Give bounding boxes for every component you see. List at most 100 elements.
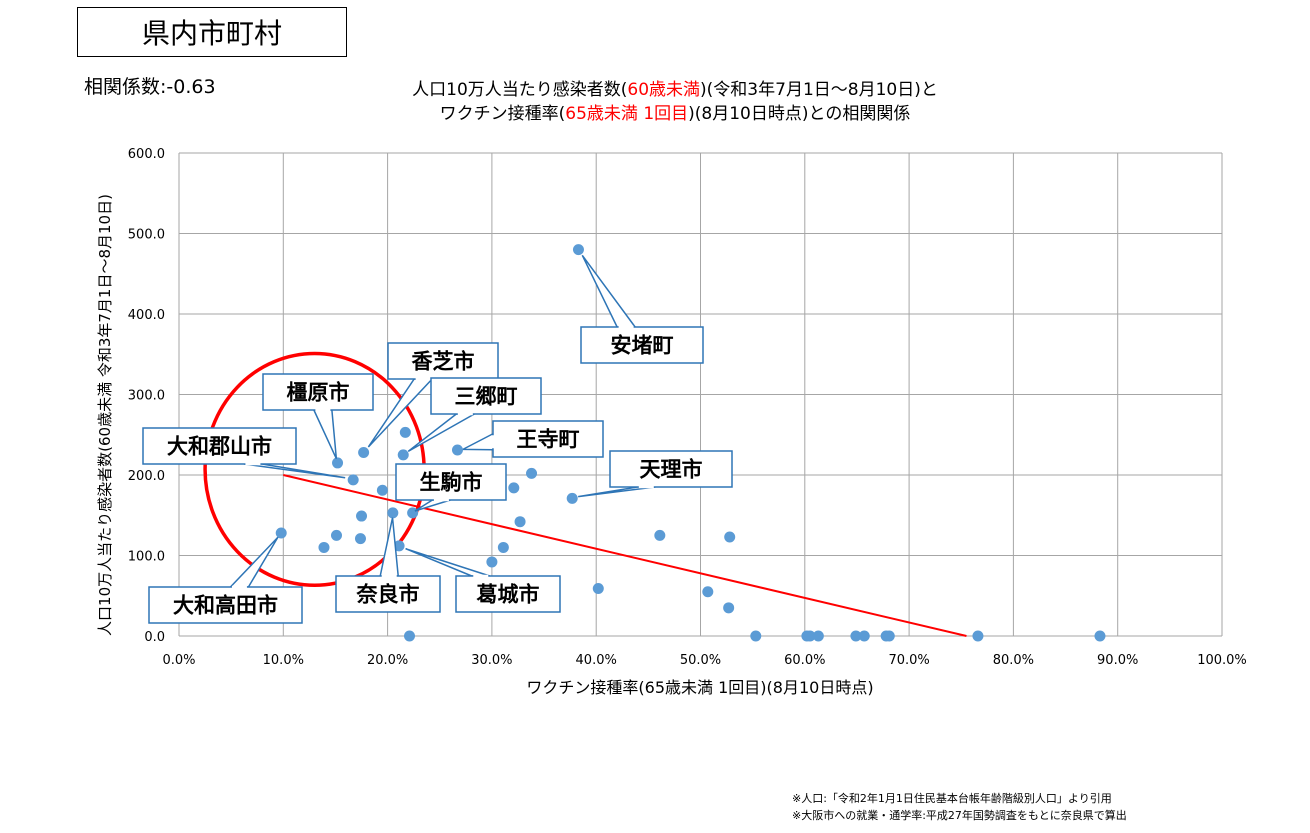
data-point: [566, 492, 578, 504]
x-tick-label: 10.0%: [263, 653, 304, 668]
data-point: [387, 507, 399, 519]
x-tick-label: 0.0%: [162, 653, 195, 668]
y-tick-label: 0.0: [144, 630, 165, 645]
callout-text: 橿原市: [287, 381, 350, 405]
callout-box: [455, 575, 561, 613]
x-tick-label: 70.0%: [888, 653, 929, 668]
trendline-layer: [283, 474, 967, 637]
callout-label: 橿原市: [262, 373, 374, 459]
callout-pointer: [243, 463, 346, 479]
callout-pointer: [578, 486, 656, 498]
x-tick-label: 30.0%: [471, 653, 512, 668]
data-points: [275, 244, 1106, 642]
data-point: [572, 244, 584, 256]
x-tick-label: 90.0%: [1097, 653, 1138, 668]
callout-pointer: [462, 432, 494, 451]
callout-label: 生駒市: [395, 463, 507, 512]
data-point: [883, 630, 895, 642]
data-point: [592, 583, 604, 595]
data-point: [508, 482, 520, 494]
data-point: [486, 556, 498, 568]
callout-text: 大和郡山市: [167, 435, 272, 459]
callout-box: [148, 586, 303, 624]
callout-box: [430, 377, 542, 415]
callout-text: 奈良市: [356, 583, 420, 607]
callout-pointer: [312, 409, 338, 459]
trendline: [283, 474, 967, 637]
y-axis-label: 人口10万人当たり感染者数(60歳未満 令和3年7月1日～8月10日): [96, 194, 114, 636]
callout-pointer: [367, 378, 434, 448]
data-point: [972, 630, 984, 642]
data-point: [1094, 630, 1106, 642]
callout-box: [580, 326, 704, 364]
data-point: [332, 457, 344, 469]
data-point: [358, 446, 370, 458]
page-title-text: 県内市町村: [141, 17, 282, 50]
callout-label: 葛城市: [405, 548, 561, 613]
data-point: [526, 467, 538, 479]
data-point: [397, 449, 409, 461]
title1-post: )(令和3年7月1日～8月10日)と: [700, 80, 938, 100]
y-tick-label: 600.0: [128, 147, 165, 162]
callout-label: 三郷町: [407, 377, 542, 452]
callout-label: 大和高田市: [148, 536, 303, 624]
callout-pointer: [379, 517, 400, 577]
data-point: [404, 630, 416, 642]
x-tick-label: 40.0%: [576, 653, 617, 668]
data-point: [376, 484, 388, 496]
title1-pre: 人口10万人当たり感染者数(: [412, 80, 628, 100]
callout-pointer: [581, 254, 637, 328]
chart-title-line1: 人口10万人当たり感染者数(60歳未満)(令和3年7月1日～8月10日)と: [300, 78, 1050, 102]
data-point: [497, 541, 509, 553]
page-title: 県内市町村: [77, 7, 347, 57]
x-tick-label: 100.0%: [1197, 653, 1247, 668]
x-tick-label: 80.0%: [993, 653, 1034, 668]
data-point: [812, 630, 824, 642]
data-point: [407, 507, 419, 519]
data-point: [330, 529, 342, 541]
title1-red: 60歳未満: [627, 80, 701, 100]
data-point: [858, 630, 870, 642]
data-point: [702, 586, 714, 598]
x-tick-label: 50.0%: [680, 653, 721, 668]
data-point: [275, 527, 287, 539]
x-tick-label: 60.0%: [784, 653, 825, 668]
callout-box: [492, 420, 604, 458]
callout-label: 香芝市: [367, 342, 499, 448]
callout-label: 王寺町: [462, 420, 604, 458]
y-tick-label: 500.0: [128, 228, 165, 243]
callout-text: 三郷町: [455, 385, 518, 409]
callout-text: 香芝市: [412, 350, 475, 374]
chart-title-line2: ワクチン接種率(65歳未満 1回目)(8月10日時点)との相関関係: [300, 102, 1050, 126]
y-tick-label: 100.0: [128, 550, 165, 565]
y-tick-label: 200.0: [128, 469, 165, 484]
title2-post: )(8月10日時点)との相関関係: [688, 104, 911, 124]
data-point: [354, 533, 366, 545]
x-tick-label: 20.0%: [367, 653, 408, 668]
footnote-1: ※人口:「令和2年1月1日住民基本台帳年齢階級別人口」より引用: [792, 792, 1112, 805]
tick-labels: 0.0% 10.0% 20.0% 30.0% 40.0% 50.0% 60.0% 70.0% 8…: [128, 147, 1247, 668]
callout-text: 天理市: [640, 458, 703, 482]
data-point: [804, 630, 816, 642]
title2-pre: ワクチン接種率(: [439, 104, 566, 124]
data-point: [451, 444, 463, 456]
callout-box: [335, 575, 441, 613]
correlation-label: 相関係数:-0.63: [84, 76, 216, 98]
data-point: [850, 630, 862, 642]
callout-text: 大和高田市: [173, 594, 278, 618]
callout-box: [395, 463, 507, 501]
callout-label: 奈良市: [335, 517, 441, 613]
x-axis-label: ワクチン接種率(65歳未満 1回目)(8月10日時点): [526, 678, 873, 697]
footnote-2: ※大阪市への就業・通学率:平成27年国勢調査をもとに奈良県で算出: [792, 809, 1127, 822]
data-point: [399, 426, 411, 438]
data-point: [514, 516, 526, 528]
data-point: [723, 602, 735, 614]
callout-text: 王寺町: [517, 428, 580, 452]
callout-label: 天理市: [578, 450, 733, 498]
data-point: [654, 529, 666, 541]
chart-title: 人口10万人当たり感染者数(60歳未満)(令和3年7月1日～8月10日)と ワク…: [300, 78, 1050, 126]
data-point: [393, 540, 405, 552]
callout-text: 安堵町: [611, 334, 674, 358]
callout-label: 安堵町: [580, 254, 704, 364]
